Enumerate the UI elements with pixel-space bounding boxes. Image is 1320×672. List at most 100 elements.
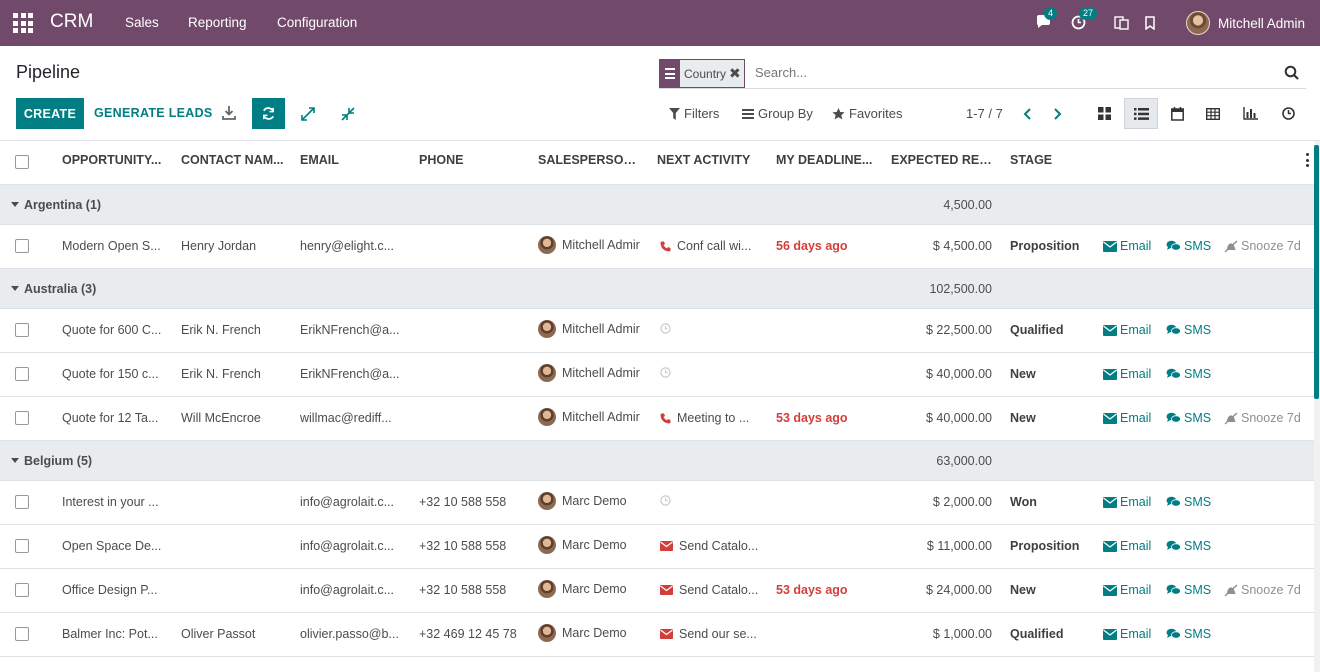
table-row[interactable]: Quote for 150 c... Erik N. French ErikNFre… xyxy=(0,353,1314,397)
app-menu-icon[interactable] xyxy=(13,13,33,33)
next-activity-cell[interactable] xyxy=(660,323,760,334)
email-button[interactable]: Email xyxy=(1103,323,1151,337)
search-facet-country[interactable]: Country ✖ xyxy=(659,59,745,88)
snooze-button[interactable]: Snooze 7d xyxy=(1224,239,1301,253)
row-checkbox[interactable] xyxy=(15,367,29,381)
company-switch-button[interactable] xyxy=(1114,0,1129,46)
email-button-label: Email xyxy=(1120,495,1152,509)
next-activity-cell[interactable]: Conf call wi... xyxy=(660,239,760,253)
create-button[interactable]: CREATE xyxy=(16,98,84,129)
list-view: OPPORTUNITY... CONTACT NAM... EMAIL PHON… xyxy=(0,140,1320,672)
table-row[interactable]: Open Space De... info@agrolait.c... +32 10… xyxy=(0,525,1314,569)
search-icon[interactable] xyxy=(1284,65,1300,81)
email-button[interactable]: Email xyxy=(1103,367,1151,381)
menu-reporting[interactable]: Reporting xyxy=(188,15,247,30)
table-row[interactable]: Quote for 12 Ta... Will McEncroe willmac@r… xyxy=(0,397,1314,441)
row-checkbox[interactable] xyxy=(15,495,29,509)
group-row[interactable]: Australia (3) 102,500.00 xyxy=(0,269,1314,309)
table-row[interactable]: Office Design P... info@agrolait.c... +32 … xyxy=(0,569,1314,613)
next-activity-cell[interactable] xyxy=(660,367,760,378)
messages-button[interactable]: 4 xyxy=(1036,0,1058,46)
star-icon xyxy=(832,107,845,119)
filters-dropdown[interactable]: Filters xyxy=(669,106,719,121)
email-button[interactable]: Email xyxy=(1103,583,1151,597)
row-checkbox[interactable] xyxy=(15,627,29,641)
email-button[interactable]: Email xyxy=(1103,495,1151,509)
snooze-button[interactable]: Snooze 7d xyxy=(1224,583,1301,597)
next-activity-cell[interactable] xyxy=(660,495,760,506)
sms-button[interactable]: SMS xyxy=(1166,239,1211,253)
select-all-checkbox[interactable] xyxy=(15,155,29,169)
scrollbar[interactable] xyxy=(1314,141,1320,672)
row-checkbox[interactable] xyxy=(15,583,29,597)
favorites-label: Favorites xyxy=(849,106,903,121)
row-checkbox[interactable] xyxy=(15,323,29,337)
refresh-button[interactable] xyxy=(252,98,285,129)
col-contact[interactable]: CONTACT NAM... xyxy=(181,153,284,167)
generate-leads-button[interactable]: GENERATE LEADS xyxy=(94,106,213,120)
favorites-dropdown[interactable]: Favorites xyxy=(832,106,902,121)
pager-value[interactable]: 1-7 / 7 xyxy=(966,106,1003,121)
next-activity-cell[interactable]: Send Catalo... xyxy=(660,583,760,597)
email-button[interactable]: Email xyxy=(1103,539,1151,553)
sms-button[interactable]: SMS xyxy=(1166,411,1211,425)
snooze-button[interactable]: Snooze 7d xyxy=(1224,411,1301,425)
col-next-activity[interactable]: NEXT ACTIVITY xyxy=(657,153,751,167)
col-email[interactable]: EMAIL xyxy=(300,153,339,167)
group-revenue-total: 4,500.00 xyxy=(943,198,992,212)
salesperson-cell: Marc Demo xyxy=(538,624,650,642)
activity-view-button[interactable] xyxy=(1271,98,1305,129)
menu-sales[interactable]: Sales xyxy=(125,15,159,30)
optional-columns-icon[interactable] xyxy=(1306,153,1310,167)
pager-next-icon[interactable] xyxy=(1050,106,1064,122)
col-phone[interactable]: PHONE xyxy=(419,153,464,167)
activities-button[interactable]: 27 xyxy=(1071,0,1098,46)
graph-view-button[interactable] xyxy=(1233,98,1267,129)
collapse-icon[interactable] xyxy=(340,106,356,122)
sms-button[interactable]: SMS xyxy=(1166,583,1211,597)
download-icon[interactable] xyxy=(221,105,237,121)
table-row[interactable]: Interest in your ... info@agrolait.c... +3… xyxy=(0,481,1314,525)
pager-previous-icon[interactable] xyxy=(1021,106,1035,122)
search-input[interactable] xyxy=(755,65,1255,80)
row-checkbox[interactable] xyxy=(15,539,29,553)
bookmark-button[interactable] xyxy=(1144,0,1156,46)
deadline-cell: 56 days ago xyxy=(776,239,848,253)
sms-button[interactable]: SMS xyxy=(1166,495,1211,509)
next-activity-cell[interactable]: Meeting to ... xyxy=(660,411,760,425)
col-expected-revenue[interactable]: EXPECTED REV... xyxy=(891,153,995,167)
sms-button[interactable]: SMS xyxy=(1166,539,1211,553)
email-button[interactable]: Email xyxy=(1103,627,1151,641)
list-view-button[interactable] xyxy=(1124,98,1158,129)
table-row[interactable]: Modern Open S... Henry Jordan henry@elight… xyxy=(0,225,1314,269)
row-checkbox[interactable] xyxy=(15,411,29,425)
col-deadline[interactable]: MY DEADLINE... xyxy=(776,153,873,167)
sms-button[interactable]: SMS xyxy=(1166,627,1211,641)
pivot-view-button[interactable] xyxy=(1196,98,1230,129)
app-brand[interactable]: CRM xyxy=(50,11,94,32)
menu-configuration[interactable]: Configuration xyxy=(277,15,358,30)
sms-button[interactable]: SMS xyxy=(1166,323,1211,337)
col-stage[interactable]: STAGE xyxy=(1010,153,1053,167)
groupby-dropdown[interactable]: Group By xyxy=(742,106,813,121)
col-salesperson[interactable]: SALESPERSON... xyxy=(538,153,642,167)
facet-remove-icon[interactable]: ✖ xyxy=(729,65,741,81)
kanban-view-button[interactable] xyxy=(1087,98,1121,129)
table-row[interactable]: Quote for 600 C... Erik N. French ErikNFre… xyxy=(0,309,1314,353)
group-label: Australia (3) xyxy=(24,282,97,296)
calendar-view-button[interactable] xyxy=(1160,98,1194,129)
next-activity-cell[interactable]: Send Catalo... xyxy=(660,539,760,553)
group-row[interactable]: Belgium (5) 63,000.00 xyxy=(0,441,1314,481)
avatar xyxy=(538,624,556,642)
table-row[interactable]: Balmer Inc: Pot... Oliver Passot olivier.p… xyxy=(0,613,1314,657)
expand-icon[interactable] xyxy=(300,106,316,122)
next-activity-cell[interactable]: Send our se... xyxy=(660,627,760,641)
sms-button[interactable]: SMS xyxy=(1166,367,1211,381)
user-menu[interactable]: Mitchell Admin xyxy=(1186,0,1305,46)
email-button[interactable]: Email xyxy=(1103,411,1151,425)
scrollbar-thumb[interactable] xyxy=(1314,145,1319,399)
col-opportunity[interactable]: OPPORTUNITY... xyxy=(62,153,162,167)
group-row[interactable]: Argentina (1) 4,500.00 xyxy=(0,185,1314,225)
row-checkbox[interactable] xyxy=(15,239,29,253)
email-button[interactable]: Email xyxy=(1103,239,1151,253)
